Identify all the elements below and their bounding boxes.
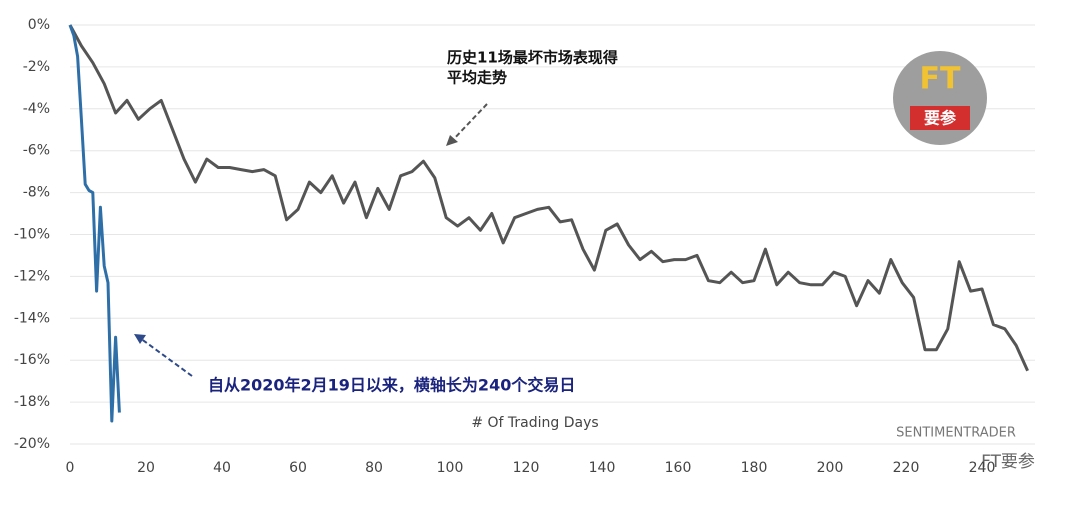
arrow <box>449 103 488 144</box>
y-tick-label: -4% <box>23 101 50 117</box>
annotation: 历史11场最坏市场表现得 <box>447 49 618 67</box>
arrow-head <box>446 135 458 146</box>
y-tick-label: -18% <box>14 394 50 410</box>
y-tick-label: -6% <box>23 143 50 159</box>
x-tick-label: 20 <box>137 460 155 476</box>
x-tick-label: 200 <box>817 460 844 476</box>
y-tick-label: -20% <box>14 436 50 452</box>
x-tick-label: 240 <box>969 460 996 476</box>
x-tick-label: 220 <box>893 460 920 476</box>
series-line <box>68 24 1029 372</box>
x-tick-label: 0 <box>66 460 75 476</box>
arrow-head <box>134 334 146 344</box>
logo-band <box>910 106 970 130</box>
watermark: FT要参 <box>981 452 1035 472</box>
x-axis-label: # Of Trading Days <box>471 415 598 431</box>
annotation: 自从2020年2月19日以来，横轴长为240个交易日 <box>208 376 575 395</box>
y-tick-label: -8% <box>23 185 50 201</box>
arrow <box>139 337 193 377</box>
x-tick-label: 80 <box>365 460 383 476</box>
y-tick-label: -14% <box>14 310 50 326</box>
logo-title: FT <box>920 62 961 97</box>
x-tick-label: 160 <box>665 460 692 476</box>
x-tick-label: 40 <box>213 460 231 476</box>
series-line <box>68 24 121 423</box>
x-tick-label: 120 <box>513 460 540 476</box>
source: SENTIMENTRADER <box>896 426 1016 441</box>
x-tick-label: 100 <box>437 460 464 476</box>
annotation: 平均走势 <box>447 69 507 87</box>
y-tick-label: -10% <box>14 227 50 243</box>
y-tick-label: -16% <box>14 352 50 368</box>
x-tick-label: 180 <box>741 460 768 476</box>
y-tick-label: 0% <box>28 17 50 33</box>
logo-caption: 要参 <box>924 109 957 128</box>
y-tick-label: -12% <box>14 268 50 284</box>
y-tick-label: -2% <box>23 59 50 75</box>
x-tick-label: 140 <box>589 460 616 476</box>
x-tick-label: 60 <box>289 460 307 476</box>
